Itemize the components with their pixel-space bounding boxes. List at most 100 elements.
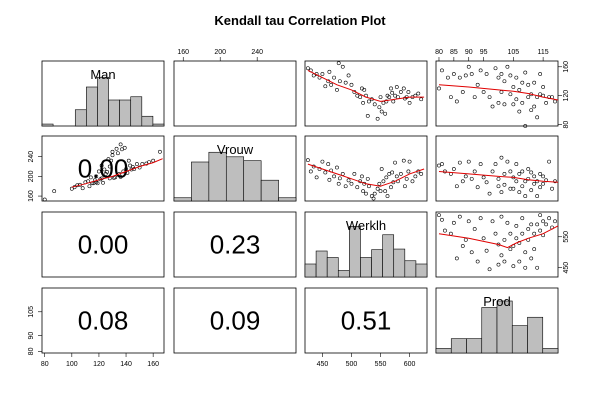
scatter-point: [375, 116, 380, 121]
scatter-point: [389, 185, 393, 190]
scatter-point: [469, 250, 474, 255]
scatter-point: [535, 265, 540, 270]
scatter-point: [314, 175, 319, 180]
scatter-point: [520, 216, 525, 221]
scatter-point: [544, 100, 548, 105]
histogram-bar-werklh: [404, 260, 417, 278]
panel-frame-3-1: [173, 287, 297, 354]
scatter-point: [360, 174, 364, 179]
scatter-point: [364, 191, 368, 196]
y-tick-label-right: 120: [563, 90, 570, 102]
scatter-point: [394, 174, 399, 179]
smooth-line: [438, 171, 559, 183]
panel-frame-0-2: [304, 60, 428, 127]
scatter-point: [126, 158, 131, 163]
y-tick-label-right: 160: [563, 61, 570, 73]
y-tick-label-right: 80: [563, 121, 570, 129]
scatter-point: [526, 227, 531, 231]
scatter-point: [496, 184, 501, 189]
scatter-point: [475, 259, 480, 264]
scatter-point: [547, 159, 551, 164]
scatter-point: [481, 175, 486, 180]
scatter-point: [355, 93, 360, 98]
scatter-point: [416, 91, 421, 96]
scatter-point: [508, 92, 513, 97]
scatter-point: [514, 97, 519, 102]
scatter-point: [346, 73, 351, 78]
scatter-point: [529, 170, 534, 175]
histogram-bar-prod: [466, 338, 483, 354]
scatter-point: [457, 75, 462, 80]
scatter-point: [502, 102, 507, 107]
scatter-point: [538, 72, 543, 76]
scatter-point: [358, 95, 363, 100]
y-tick-label-right: 450: [563, 262, 570, 274]
y-tick-label-left: 200: [28, 170, 35, 182]
scatter-point: [406, 90, 411, 94]
histogram-bar-man: [41, 123, 54, 127]
scatter-point: [481, 90, 486, 94]
scatter-point: [323, 170, 328, 175]
scatter-point: [478, 216, 483, 221]
scatter-point: [508, 231, 513, 236]
scatter-point: [496, 176, 501, 181]
scatter-point: [419, 97, 424, 102]
variable-label-vrouw: Vrouw: [217, 142, 254, 157]
scatter-point: [361, 100, 365, 105]
scatter-point: [523, 124, 528, 128]
scatter-point: [375, 186, 380, 191]
histogram-bar-man: [97, 76, 109, 127]
scatter-point: [514, 179, 519, 184]
variable-label-man: Man: [90, 67, 115, 82]
histogram-bar-vrouw: [260, 179, 279, 202]
correlation-value: 0.00: [78, 230, 129, 260]
scatter-point: [493, 231, 498, 236]
histogram-bar-werklh: [382, 234, 395, 278]
scatter-point: [88, 175, 93, 180]
scatter-point: [526, 95, 531, 100]
histogram-bar-prod: [511, 325, 528, 354]
scatter-point: [520, 100, 525, 105]
scatter-point: [362, 87, 367, 92]
scatter-point: [401, 158, 406, 163]
scatter-point: [335, 165, 339, 170]
x-tick-label-top: 105: [508, 49, 520, 56]
scatter-point: [122, 145, 127, 150]
scatter-point: [320, 72, 325, 76]
histogram-bar-man: [130, 96, 143, 127]
histogram-bar-man: [108, 99, 120, 127]
scatter-point: [335, 87, 339, 92]
scatter-point: [332, 174, 336, 179]
scatter-point: [440, 217, 444, 222]
scatter-point: [517, 190, 522, 195]
scatter-point: [460, 179, 465, 184]
correlation-value: 0.23: [210, 230, 261, 260]
scatter-point: [451, 220, 456, 225]
scatter-point: [499, 214, 504, 219]
smooth-line: [438, 225, 559, 249]
x-tick-label: 140: [120, 361, 132, 368]
scatter-point: [101, 180, 105, 185]
histogram-bar-prod: [435, 348, 452, 354]
scatter-point: [383, 189, 388, 194]
scatter-point: [454, 184, 459, 189]
scatter-point: [437, 163, 441, 168]
scatter-point: [134, 162, 139, 166]
scatter-point: [505, 159, 510, 164]
panel-frame-0-1: [173, 60, 297, 127]
scatter-point: [532, 247, 537, 252]
scatter-point: [393, 160, 397, 165]
scatter-point: [481, 236, 486, 241]
scatter-point: [517, 259, 522, 264]
scatter-point: [377, 181, 382, 186]
scatter-point: [378, 189, 383, 194]
panel-frame-1-0: [41, 135, 165, 202]
scatter-point: [517, 87, 522, 92]
scatter-point: [393, 93, 397, 98]
scatter-point: [448, 95, 453, 100]
scatter-point: [463, 237, 468, 242]
scatter-point: [523, 70, 528, 75]
scatter-point: [526, 176, 531, 181]
scatter-point: [403, 184, 407, 189]
scatter-point: [511, 85, 516, 89]
